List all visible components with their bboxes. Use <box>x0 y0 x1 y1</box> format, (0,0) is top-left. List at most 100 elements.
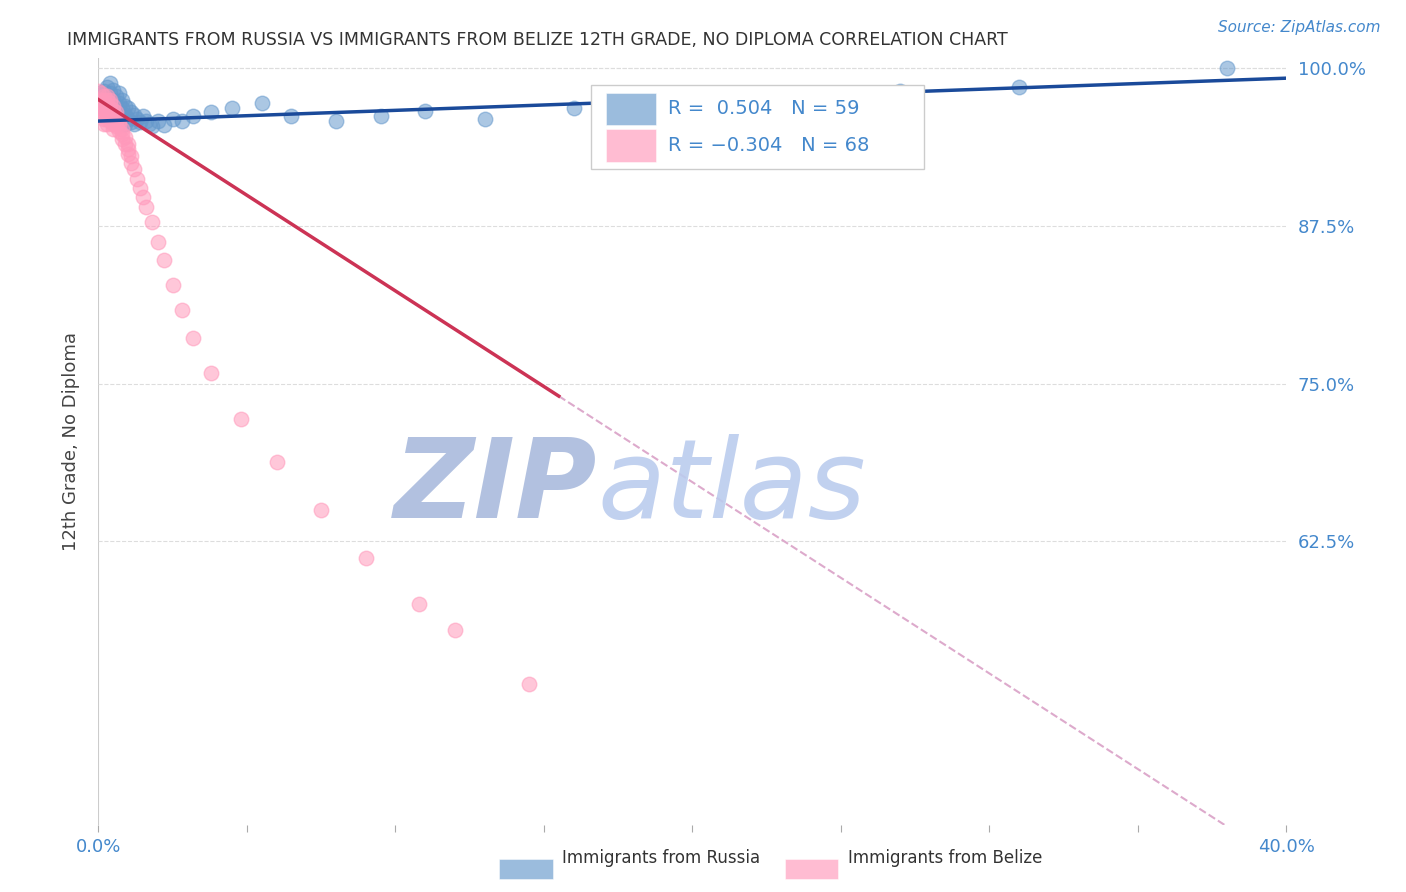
Point <box>770 88 793 103</box>
Point <box>98 93 121 107</box>
Point <box>111 112 134 126</box>
Point <box>103 112 125 126</box>
Point <box>96 88 118 103</box>
Point <box>103 99 125 113</box>
Point <box>98 105 121 120</box>
Point <box>103 112 125 126</box>
Point <box>90 108 112 122</box>
Point <box>93 102 115 116</box>
Point <box>93 93 115 107</box>
Point <box>474 112 496 126</box>
Point <box>93 84 115 98</box>
Point <box>413 103 436 118</box>
Point <box>108 118 131 132</box>
Point <box>103 82 125 96</box>
Point <box>111 132 134 146</box>
Point <box>108 114 131 128</box>
Point <box>651 93 673 107</box>
Point <box>103 103 125 117</box>
Point <box>98 105 121 120</box>
Point <box>93 112 115 126</box>
Point <box>132 190 155 204</box>
Point <box>141 119 163 133</box>
Point <box>200 367 222 381</box>
Point <box>103 93 125 107</box>
Point <box>135 200 157 214</box>
Point <box>1008 80 1031 95</box>
Point <box>1216 61 1239 75</box>
Point <box>103 121 125 136</box>
Point <box>117 146 139 161</box>
Point <box>105 109 128 123</box>
Point <box>108 87 131 101</box>
Point <box>125 112 148 126</box>
Point <box>114 108 136 122</box>
Point <box>170 303 193 318</box>
Point <box>93 102 115 116</box>
Point <box>408 597 430 611</box>
Point <box>122 161 145 176</box>
Point <box>108 105 131 120</box>
Point <box>152 118 174 132</box>
Point <box>117 112 139 126</box>
Point <box>96 103 118 118</box>
Point <box>96 99 118 113</box>
Point <box>280 109 302 123</box>
Point <box>103 108 125 122</box>
Point <box>96 99 118 113</box>
Point <box>229 412 252 426</box>
FancyBboxPatch shape <box>606 129 655 161</box>
Point <box>162 112 184 126</box>
Point <box>96 108 118 122</box>
Point <box>120 115 142 129</box>
Point <box>93 105 115 120</box>
Point <box>517 677 540 691</box>
Point <box>889 84 911 98</box>
Point <box>114 130 136 145</box>
Point <box>111 102 134 116</box>
Point <box>98 114 121 128</box>
Point <box>96 80 118 95</box>
Point <box>90 87 112 101</box>
Point <box>138 117 160 131</box>
Point <box>162 278 184 293</box>
Point <box>111 121 134 136</box>
Text: atlas: atlas <box>598 434 866 541</box>
Point <box>120 105 142 120</box>
Point <box>309 502 332 516</box>
Point <box>200 105 222 120</box>
Point <box>117 136 139 151</box>
Text: Source: ZipAtlas.com: Source: ZipAtlas.com <box>1218 20 1381 35</box>
Point <box>103 102 125 116</box>
Point <box>183 109 205 123</box>
Point <box>105 108 128 122</box>
Point <box>105 99 128 113</box>
Point <box>105 114 128 128</box>
Point <box>250 96 273 111</box>
Point <box>135 114 157 128</box>
Point <box>325 114 347 128</box>
Point <box>108 124 131 138</box>
Point <box>129 115 152 129</box>
Point <box>117 102 139 116</box>
Point <box>221 102 243 116</box>
Point <box>120 149 142 163</box>
Point <box>114 117 136 131</box>
Point <box>105 119 128 133</box>
Text: Immigrants from Russia: Immigrants from Russia <box>562 849 761 867</box>
Point <box>105 88 128 103</box>
Point <box>87 84 110 98</box>
Point <box>90 87 112 101</box>
Point <box>93 88 115 103</box>
Point <box>146 114 169 128</box>
Point <box>90 96 112 111</box>
Point <box>98 102 121 116</box>
Point <box>96 112 118 126</box>
Point <box>152 252 174 267</box>
Text: IMMIGRANTS FROM RUSSIA VS IMMIGRANTS FROM BELIZE 12TH GRADE, NO DIPLOMA CORRELAT: IMMIGRANTS FROM RUSSIA VS IMMIGRANTS FRO… <box>67 31 1008 49</box>
Text: ZIP: ZIP <box>394 434 598 541</box>
Point <box>98 76 121 90</box>
Point <box>443 623 465 637</box>
FancyBboxPatch shape <box>606 93 655 125</box>
Point <box>111 93 134 107</box>
